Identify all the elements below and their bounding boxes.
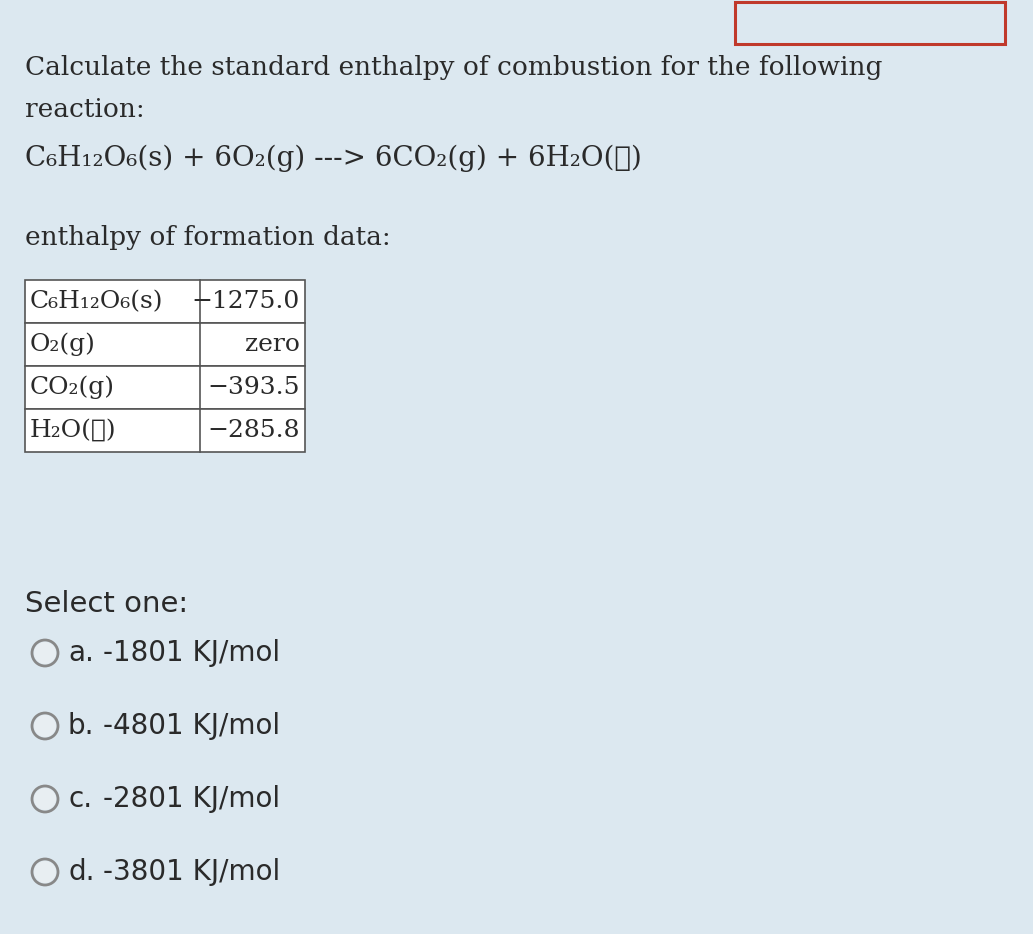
Text: d.: d.: [68, 858, 94, 886]
Text: -2801 KJ/mol: -2801 KJ/mol: [103, 785, 280, 813]
Bar: [25, 409, 305, 452]
Text: O₂(g): O₂(g): [30, 333, 96, 356]
Text: Calculate the standard enthalpy of combustion for the following: Calculate the standard enthalpy of combu…: [25, 55, 882, 80]
Text: c.: c.: [68, 785, 92, 813]
Text: C₆H₁₂O₆(s) + 6O₂(g) ---> 6CO₂(g) + 6H₂O(ℓ): C₆H₁₂O₆(s) + 6O₂(g) ---> 6CO₂(g) + 6H₂O(…: [25, 145, 641, 173]
Text: b.: b.: [68, 712, 94, 740]
Text: -4801 KJ/mol: -4801 KJ/mol: [103, 712, 280, 740]
Circle shape: [34, 715, 56, 737]
Bar: [25, 323, 305, 366]
Text: reaction:: reaction:: [25, 97, 145, 122]
Circle shape: [34, 788, 56, 810]
Text: a.: a.: [68, 639, 94, 667]
Text: −1275.0: −1275.0: [192, 290, 300, 313]
Text: C₆H₁₂O₆(s): C₆H₁₂O₆(s): [30, 290, 163, 313]
Text: H₂O(ℓ): H₂O(ℓ): [30, 419, 117, 442]
Text: Select one:: Select one:: [25, 590, 188, 618]
Circle shape: [34, 861, 56, 883]
Bar: [25, 366, 305, 409]
Text: -3801 KJ/mol: -3801 KJ/mol: [103, 858, 280, 886]
Text: CO₂(g): CO₂(g): [30, 375, 115, 399]
Bar: [735, 2, 1005, 44]
Text: zero: zero: [245, 333, 300, 356]
Text: enthalpy of formation data:: enthalpy of formation data:: [25, 225, 390, 250]
Text: -1801 KJ/mol: -1801 KJ/mol: [103, 639, 280, 667]
Circle shape: [34, 642, 56, 664]
Text: −393.5: −393.5: [208, 376, 300, 399]
Text: −285.8: −285.8: [208, 419, 300, 442]
Bar: [25, 280, 305, 323]
